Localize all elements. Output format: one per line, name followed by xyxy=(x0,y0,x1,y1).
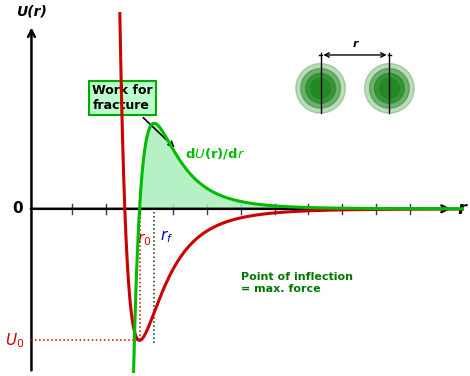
Text: Point of inflection
= max. force: Point of inflection = max. force xyxy=(241,272,353,294)
Text: $U_0$: $U_0$ xyxy=(6,331,25,350)
Text: U(r): U(r) xyxy=(16,4,47,18)
Text: r: r xyxy=(457,200,466,218)
Text: $r_0$: $r_0$ xyxy=(137,231,151,248)
Text: $r_f$: $r_f$ xyxy=(160,229,173,245)
Text: 0: 0 xyxy=(13,201,24,216)
Text: $\mathbf{d}U\mathbf{(r)/d}r$: $\mathbf{d}U\mathbf{(r)/d}r$ xyxy=(185,146,245,161)
Text: Work for
fracture: Work for fracture xyxy=(92,84,173,146)
